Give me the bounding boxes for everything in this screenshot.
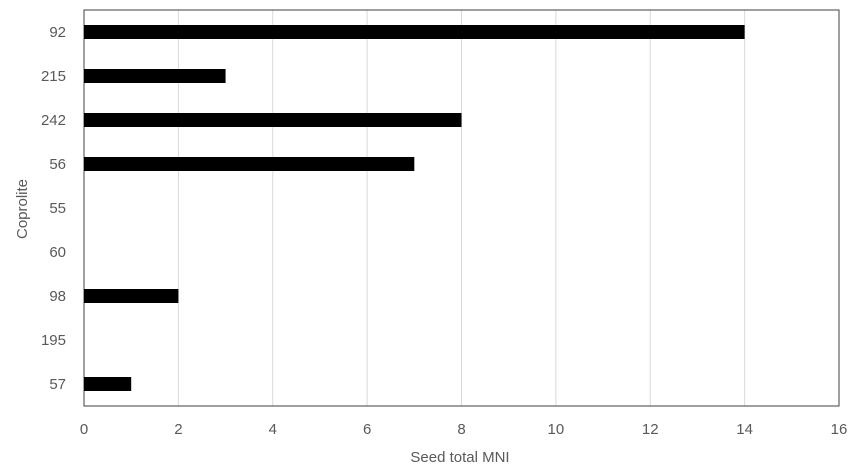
y-tick-label: 195 [41,332,66,349]
x-tick-label: 12 [642,421,659,438]
bar-57 [84,377,132,391]
bar-215 [84,69,226,83]
bars [84,25,745,391]
x-axis-title: Seed total MNI [410,449,509,466]
bar-98 [84,289,179,303]
y-tick-label: 60 [49,244,66,261]
x-tick-label: 8 [457,421,465,438]
x-tick-label: 4 [269,421,277,438]
y-tick-label: 56 [49,156,66,173]
y-tick-label: 98 [49,288,66,305]
x-tick-labels: 0 2 4 6 8 10 12 14 16 [80,421,848,438]
x-tick-label: 6 [363,421,371,438]
bar-56 [84,157,415,171]
y-axis-title: Coprolite [14,179,31,239]
y-tick-labels: 92 215 242 56 55 60 98 195 57 [41,24,66,393]
bar-242 [84,113,462,127]
x-tick-label: 2 [174,421,182,438]
x-tick-label: 0 [80,421,88,438]
x-tick-label: 14 [736,421,753,438]
bar-92 [84,25,745,39]
y-tick-label: 92 [49,24,66,41]
x-tick-label: 16 [831,421,848,438]
y-tick-label: 57 [49,376,66,393]
x-tick-label: 10 [548,421,565,438]
y-tick-label: 242 [41,112,66,129]
y-tick-label: 55 [49,200,66,217]
y-tick-label: 215 [41,68,66,85]
plot-area-border [83,9,840,407]
